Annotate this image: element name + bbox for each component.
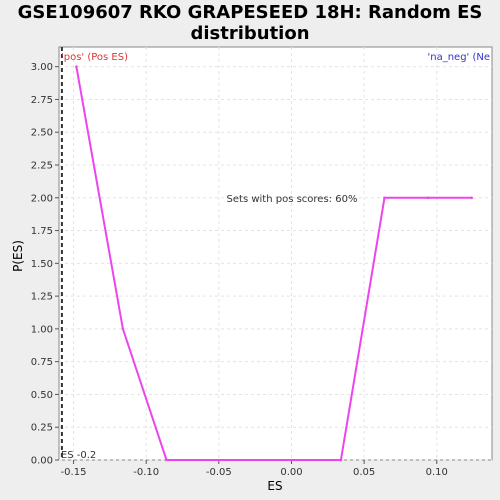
y-tick-label: 2.00 <box>31 193 53 204</box>
data-point <box>165 459 168 462</box>
data-point <box>340 459 343 462</box>
x-tick-label: -0.10 <box>133 467 159 478</box>
y-axis-label: P(ES) <box>11 240 25 272</box>
es-line-label: ES -0.2 <box>61 450 96 461</box>
y-axis-ticks: 0.00 0.25 0.50 0.75 1.00 1.25 1.50 1.75 2.00 2.25… <box>31 62 59 466</box>
data-point <box>75 65 78 68</box>
y-tick-label: 1.25 <box>31 292 53 303</box>
neg-label: 'na_neg' (Ne <box>427 52 490 63</box>
pos-score-annotation: Sets with pos scores: 60% <box>227 194 358 205</box>
data-point <box>470 196 473 199</box>
x-tick-label: -0.15 <box>61 467 87 478</box>
y-tick-label: 2.50 <box>31 128 53 139</box>
y-tick-label: 0.25 <box>31 423 53 434</box>
x-tick-label: 0.10 <box>426 467 448 478</box>
y-tick-label: 1.00 <box>31 324 53 335</box>
data-point <box>122 328 125 331</box>
data-point <box>383 196 386 199</box>
y-tick-label: 2.25 <box>31 161 53 172</box>
y-tick-label: 2.75 <box>31 95 53 106</box>
x-tick-label: -0.05 <box>206 467 232 478</box>
plot-area <box>59 47 492 460</box>
data-point <box>427 196 430 199</box>
x-tick-label: 0.00 <box>280 467 302 478</box>
y-tick-label: 0.00 <box>31 456 53 467</box>
x-tick-label: 0.05 <box>353 467 375 478</box>
y-tick-label: 1.50 <box>31 259 53 270</box>
pos-label: 'pos' (Pos ES) <box>61 52 128 63</box>
y-tick-label: 3.00 <box>31 62 53 73</box>
x-axis-label: ES <box>267 479 282 493</box>
y-tick-label: 1.75 <box>31 226 53 237</box>
x-axis-ticks: -0.15 -0.10 -0.05 0.00 0.05 0.10 <box>61 460 448 478</box>
y-tick-label: 0.75 <box>31 357 53 368</box>
y-tick-label: 0.50 <box>31 390 53 401</box>
